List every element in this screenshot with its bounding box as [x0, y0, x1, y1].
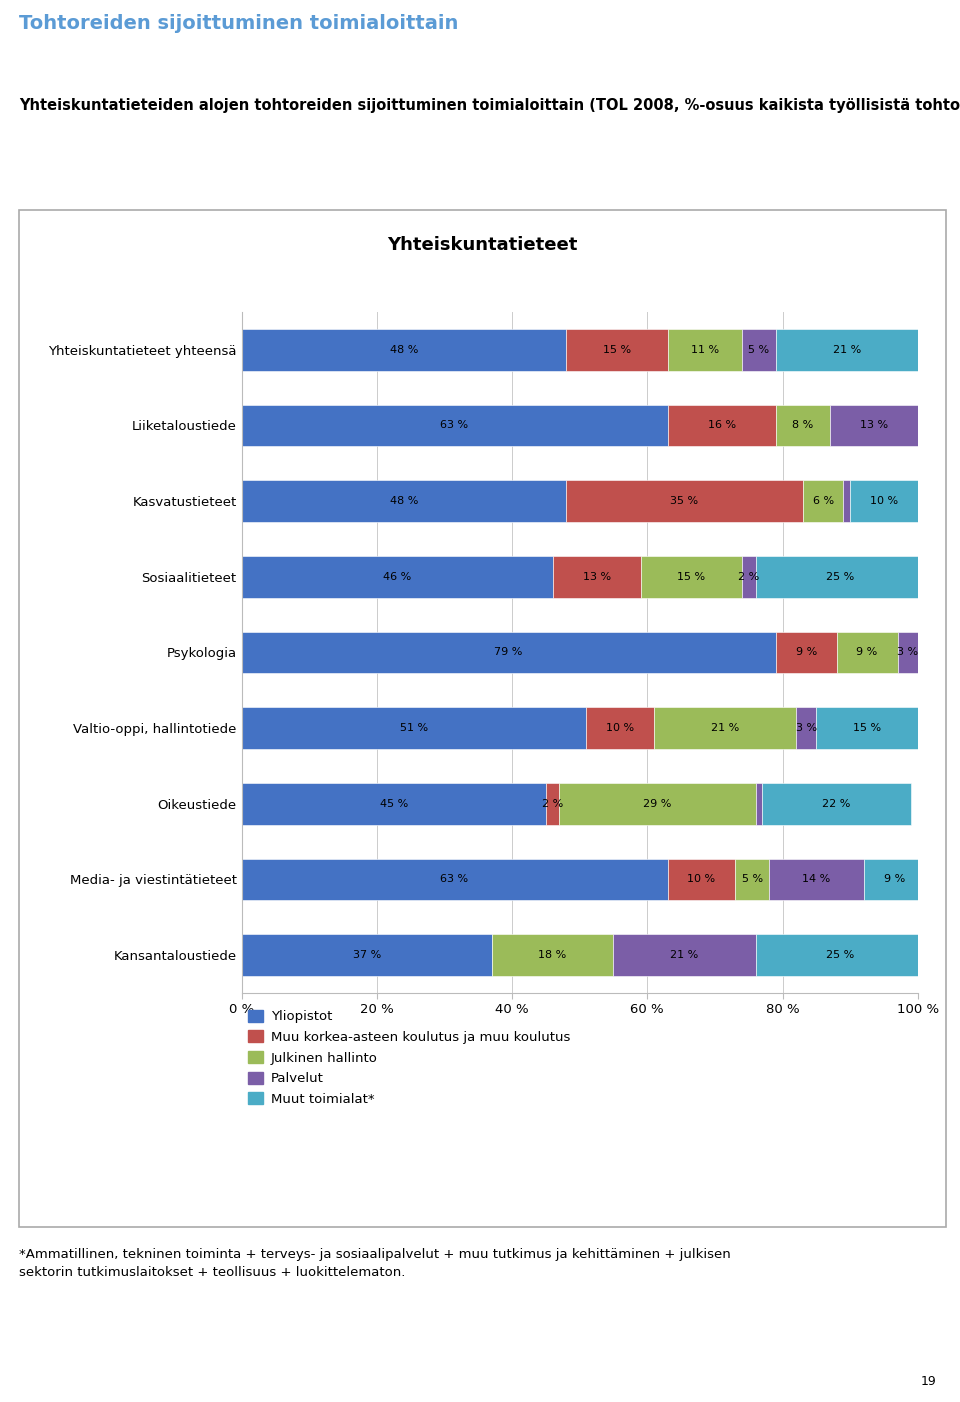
- Bar: [918, 632, 960, 673]
- Bar: [553, 557, 640, 597]
- Text: 21 %: 21 %: [711, 723, 739, 733]
- Text: 10 %: 10 %: [870, 496, 898, 506]
- Text: 6 %: 6 %: [812, 496, 833, 506]
- Bar: [816, 708, 918, 749]
- Bar: [667, 329, 742, 370]
- Bar: [242, 481, 566, 522]
- Text: 9 %: 9 %: [856, 648, 877, 658]
- FancyBboxPatch shape: [19, 210, 946, 1227]
- Text: 3 %: 3 %: [897, 648, 918, 658]
- Bar: [546, 782, 560, 824]
- Bar: [492, 934, 613, 976]
- Text: 22 %: 22 %: [823, 799, 851, 809]
- Legend: Yliopistot, Muu korkea-asteen koulutus ja muu koulutus, Julkinen hallinto, Palve: Yliopistot, Muu korkea-asteen koulutus j…: [248, 1009, 570, 1106]
- Text: 9 %: 9 %: [796, 648, 817, 658]
- Text: 25 %: 25 %: [826, 951, 854, 960]
- Bar: [587, 708, 654, 749]
- Text: 63 %: 63 %: [441, 421, 468, 430]
- Bar: [640, 557, 742, 597]
- Bar: [566, 481, 803, 522]
- Bar: [864, 858, 924, 900]
- Bar: [918, 405, 960, 446]
- Text: 51 %: 51 %: [400, 723, 428, 733]
- Text: 19: 19: [921, 1375, 936, 1388]
- Text: 46 %: 46 %: [383, 572, 411, 582]
- Bar: [242, 557, 553, 597]
- Bar: [756, 557, 924, 597]
- Bar: [667, 858, 735, 900]
- Text: *Ammatillinen, tekninen toiminta + terveys- ja sosiaalipalvelut + muu tutkimus j: *Ammatillinen, tekninen toiminta + terve…: [19, 1248, 731, 1279]
- Text: 15 %: 15 %: [677, 572, 706, 582]
- Bar: [803, 481, 844, 522]
- Text: 48 %: 48 %: [390, 496, 418, 506]
- Text: 2 %: 2 %: [738, 572, 759, 582]
- Bar: [769, 858, 864, 900]
- Bar: [654, 708, 796, 749]
- Bar: [756, 782, 762, 824]
- Bar: [566, 329, 667, 370]
- Text: 8 %: 8 %: [792, 421, 813, 430]
- Text: 21 %: 21 %: [832, 345, 861, 355]
- Text: 10 %: 10 %: [606, 723, 635, 733]
- Bar: [776, 329, 918, 370]
- Text: 37 %: 37 %: [352, 951, 381, 960]
- Bar: [242, 858, 667, 900]
- Bar: [242, 934, 492, 976]
- Bar: [837, 632, 898, 673]
- Text: 63 %: 63 %: [441, 875, 468, 885]
- Text: 13 %: 13 %: [583, 572, 611, 582]
- Text: 35 %: 35 %: [670, 496, 699, 506]
- Text: 79 %: 79 %: [494, 648, 523, 658]
- Bar: [762, 782, 911, 824]
- Bar: [742, 557, 756, 597]
- Bar: [756, 934, 924, 976]
- Text: 5 %: 5 %: [741, 875, 762, 885]
- Text: 5 %: 5 %: [749, 345, 770, 355]
- Bar: [667, 405, 776, 446]
- Bar: [776, 405, 829, 446]
- Text: 45 %: 45 %: [379, 799, 408, 809]
- Text: Yhteiskuntatieteet: Yhteiskuntatieteet: [387, 236, 578, 254]
- Text: 29 %: 29 %: [643, 799, 672, 809]
- Text: 15 %: 15 %: [853, 723, 881, 733]
- Text: 14 %: 14 %: [803, 875, 830, 885]
- Bar: [242, 782, 546, 824]
- Text: Tohtoreiden sijoittuminen toimialoittain: Tohtoreiden sijoittuminen toimialoittain: [19, 14, 459, 34]
- Bar: [242, 405, 667, 446]
- Text: 16 %: 16 %: [708, 421, 735, 430]
- Bar: [844, 481, 851, 522]
- Text: 3 %: 3 %: [796, 723, 817, 733]
- Bar: [242, 329, 566, 370]
- Bar: [560, 782, 756, 824]
- Text: 2 %: 2 %: [542, 799, 564, 809]
- Bar: [829, 405, 918, 446]
- Text: 18 %: 18 %: [539, 951, 566, 960]
- Bar: [851, 481, 918, 522]
- Text: 21 %: 21 %: [670, 951, 699, 960]
- Bar: [796, 708, 816, 749]
- Bar: [242, 708, 587, 749]
- Text: 13 %: 13 %: [860, 421, 888, 430]
- Text: 25 %: 25 %: [826, 572, 854, 582]
- Text: 48 %: 48 %: [390, 345, 418, 355]
- Bar: [742, 329, 776, 370]
- Text: 9 %: 9 %: [883, 875, 904, 885]
- Bar: [613, 934, 756, 976]
- Bar: [898, 632, 918, 673]
- Bar: [776, 632, 837, 673]
- Text: 11 %: 11 %: [690, 345, 719, 355]
- Bar: [242, 632, 776, 673]
- Text: 15 %: 15 %: [603, 345, 631, 355]
- Text: Yhteiskuntatieteiden alojen tohtoreiden sijoittuminen toimialoittain (TOL 2008, : Yhteiskuntatieteiden alojen tohtoreiden …: [19, 98, 960, 114]
- Bar: [735, 858, 769, 900]
- Text: 10 %: 10 %: [687, 875, 715, 885]
